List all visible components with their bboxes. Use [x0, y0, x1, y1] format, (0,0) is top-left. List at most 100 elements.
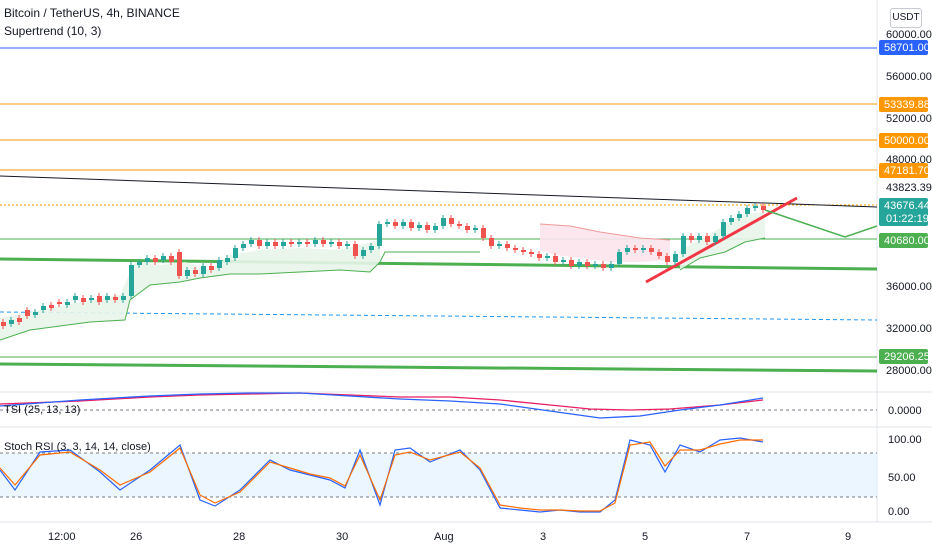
price-badge: 47181.70 — [879, 163, 930, 178]
candle-body — [457, 224, 462, 226]
time-tick: 30 — [336, 531, 348, 543]
candle-body — [89, 298, 94, 300]
last-price-badge: 43676.44 01:22:19 — [879, 198, 930, 226]
chart-legend: Bitcoin / TetherUS, 4h, BINANCE Supertre… — [4, 4, 180, 40]
stoch-band — [0, 453, 877, 497]
candle-body — [505, 244, 510, 248]
candle-body — [761, 206, 766, 210]
candle-body — [721, 222, 726, 236]
candle-body — [209, 266, 214, 270]
supertrend-up-line-2 — [679, 237, 766, 271]
candle-body — [737, 214, 742, 218]
candle-body — [641, 248, 646, 250]
stoch-tick: 50.00 — [888, 472, 916, 484]
svg-text:58701.00: 58701.00 — [884, 42, 930, 54]
time-tick: 9 — [845, 531, 851, 543]
candle-body — [265, 242, 270, 246]
candle-body — [601, 264, 606, 268]
time-tick: 28 — [233, 531, 245, 543]
candle-body — [689, 236, 694, 240]
candle-body — [49, 305, 54, 308]
svg-text:50000.00: 50000.00 — [884, 135, 930, 147]
candle-body — [201, 266, 206, 274]
svg-text:01:22:19: 01:22:19 — [886, 213, 929, 225]
candle-body — [681, 236, 686, 254]
price-badge: 50000.00 — [879, 133, 930, 148]
blue-dashed-line — [0, 311, 878, 321]
supertrend-up-fill-1 — [0, 240, 380, 340]
candle-body — [577, 262, 582, 266]
svg-text:43676.44: 43676.44 — [884, 200, 930, 212]
candle-body — [361, 250, 366, 256]
time-tick: 7 — [744, 531, 750, 543]
candle-body — [369, 246, 374, 250]
candle-body — [97, 296, 102, 302]
stoch-tick: 0.00 — [888, 506, 909, 518]
time-tick: Aug — [434, 531, 454, 543]
candle-body — [729, 218, 734, 222]
candle-body — [489, 238, 494, 246]
candle-body — [561, 260, 566, 262]
supertrend-label[interactable]: Supertrend (10, 3) — [4, 24, 102, 38]
candle-body — [425, 225, 430, 230]
candle-body — [417, 225, 422, 228]
candle-body — [345, 244, 350, 246]
candle-body — [481, 228, 486, 238]
candle-body — [249, 240, 254, 244]
stoch-d-line — [0, 439, 763, 512]
candle-body — [129, 265, 134, 296]
price-tick: 52000.00 — [886, 113, 932, 125]
tsi-signal-line — [0, 392, 764, 411]
candle-body — [241, 244, 246, 248]
currency-button[interactable]: USDT — [890, 8, 922, 28]
candle-body — [697, 236, 702, 240]
price-tick: 28000.00 — [886, 365, 932, 377]
candle-body — [657, 252, 662, 256]
stoch-pane-label[interactable]: Stoch RSI (3, 3, 14, 14, close) — [4, 441, 151, 453]
time-tick: 5 — [642, 531, 648, 543]
tsi-pane-label[interactable]: TSI (25, 13, 13) — [4, 404, 81, 416]
price-tick: 32000.00 — [886, 323, 932, 335]
candle-body — [337, 242, 342, 246]
candle-body — [321, 240, 326, 244]
symbol-title[interactable]: Bitcoin / TetherUS, 4h, BINANCE — [4, 6, 180, 20]
candle-body — [633, 248, 638, 250]
candle-body — [745, 208, 750, 214]
candle-body — [313, 240, 318, 244]
candle-body — [65, 302, 70, 305]
candle-body — [513, 248, 518, 250]
candle-series — [1, 203, 766, 329]
candle-body — [353, 244, 358, 256]
candle-body — [545, 256, 550, 258]
candle-body — [281, 242, 286, 246]
projection-path — [764, 209, 878, 238]
candle-body — [593, 264, 598, 266]
candle-body — [433, 226, 438, 230]
candle-body — [145, 258, 150, 262]
candle-body — [1, 322, 6, 326]
candle-body — [705, 236, 710, 242]
candle-body — [441, 218, 446, 226]
supertrend-down-fill — [540, 224, 670, 262]
tsi-tick: 0.0000 — [888, 405, 922, 417]
svg-text:40680.00: 40680.00 — [884, 235, 930, 247]
time-tick: 26 — [130, 531, 142, 543]
supertrend-down-line — [539, 223, 671, 241]
candle-body — [233, 248, 238, 258]
black-trend-line — [0, 175, 878, 208]
candle-body — [161, 256, 166, 260]
candle-body — [609, 264, 614, 268]
price-tick: 36000.00 — [886, 281, 932, 293]
candle-body — [113, 297, 118, 300]
candle-body — [25, 310, 30, 316]
candle-body — [257, 240, 262, 246]
candle-body — [17, 318, 22, 322]
candle-body — [617, 252, 622, 264]
candle-body — [273, 242, 278, 246]
price-tick: 56000.00 — [886, 71, 932, 83]
candle-body — [473, 228, 478, 230]
candle-body — [121, 296, 126, 300]
candle-body — [217, 260, 222, 268]
candle-body — [329, 242, 334, 244]
